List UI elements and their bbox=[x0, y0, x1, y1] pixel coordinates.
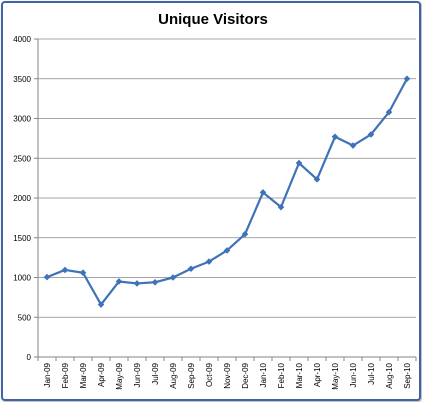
data-point bbox=[331, 133, 339, 141]
data-point bbox=[97, 301, 105, 308]
x-tick-label: Aug-09 bbox=[169, 362, 178, 388]
x-tick-label: Oct-09 bbox=[205, 362, 214, 387]
y-tick-label: 2000 bbox=[13, 194, 31, 203]
gridlines bbox=[38, 38, 416, 318]
x-tick-label: Jan-09 bbox=[43, 362, 52, 387]
data-point bbox=[169, 274, 177, 281]
data-point bbox=[61, 266, 69, 274]
data-point bbox=[205, 258, 213, 265]
x-tick-label: Jul-09 bbox=[151, 362, 160, 384]
y-axis-ticks: 0 500 1000 1500 2000 2500 3000 3500 4000 bbox=[13, 35, 38, 362]
data-point bbox=[295, 159, 303, 167]
x-axis-ticks: Jan-09 Feb-09 Mar-09 Apr-09 May-09 Jun-09 Jul-… bbox=[37, 357, 417, 390]
x-tick-label: Dec-09 bbox=[241, 362, 250, 388]
x-tick-label: Apr-10 bbox=[313, 362, 322, 387]
x-tick-label: May-09 bbox=[115, 362, 124, 389]
data-point bbox=[133, 280, 141, 287]
x-tick-label: Jun-10 bbox=[349, 362, 358, 387]
x-tick-label: Feb-09 bbox=[61, 362, 70, 388]
x-tick-label: Aug-10 bbox=[385, 362, 394, 388]
x-tick-label: Apr-09 bbox=[97, 362, 106, 387]
data-point bbox=[403, 75, 411, 83]
x-tick-label: Jan-10 bbox=[259, 362, 268, 387]
x-tick-label: Sep-10 bbox=[403, 362, 412, 388]
x-tick-label: May-10 bbox=[331, 362, 340, 389]
x-tick-label: Nov-09 bbox=[223, 362, 232, 388]
chart-title: Unique Visitors bbox=[158, 11, 268, 28]
x-tick-label: Mar-09 bbox=[79, 362, 88, 388]
data-point bbox=[223, 247, 231, 254]
y-tick-label: 4000 bbox=[13, 35, 31, 44]
data-point bbox=[259, 189, 267, 196]
y-tick-label: 3500 bbox=[13, 75, 31, 84]
data-point bbox=[43, 273, 51, 281]
data-point bbox=[385, 108, 393, 116]
data-point bbox=[277, 203, 285, 211]
data-point bbox=[349, 142, 357, 149]
x-tick-label: Jun-09 bbox=[133, 362, 142, 387]
y-tick-label: 3000 bbox=[13, 115, 31, 124]
x-tick-label: Sep-09 bbox=[187, 362, 196, 388]
y-tick-label: 2500 bbox=[13, 154, 31, 163]
data-point bbox=[313, 176, 321, 183]
series-line bbox=[46, 78, 408, 306]
data-point bbox=[241, 230, 249, 238]
data-point bbox=[79, 269, 87, 277]
y-tick-label: 500 bbox=[18, 313, 32, 322]
data-markers bbox=[43, 75, 411, 308]
y-tick-label: 1000 bbox=[13, 274, 31, 283]
y-tick-label: 0 bbox=[27, 353, 32, 362]
y-tick-label: 1500 bbox=[13, 234, 31, 243]
x-tick-label: Feb-10 bbox=[277, 362, 286, 388]
data-point bbox=[151, 278, 159, 286]
x-tick-label: Mar-10 bbox=[295, 362, 304, 388]
x-tick-label: Jul-10 bbox=[367, 362, 376, 384]
data-point bbox=[367, 131, 375, 138]
data-point bbox=[187, 265, 195, 273]
data-point bbox=[115, 278, 123, 285]
